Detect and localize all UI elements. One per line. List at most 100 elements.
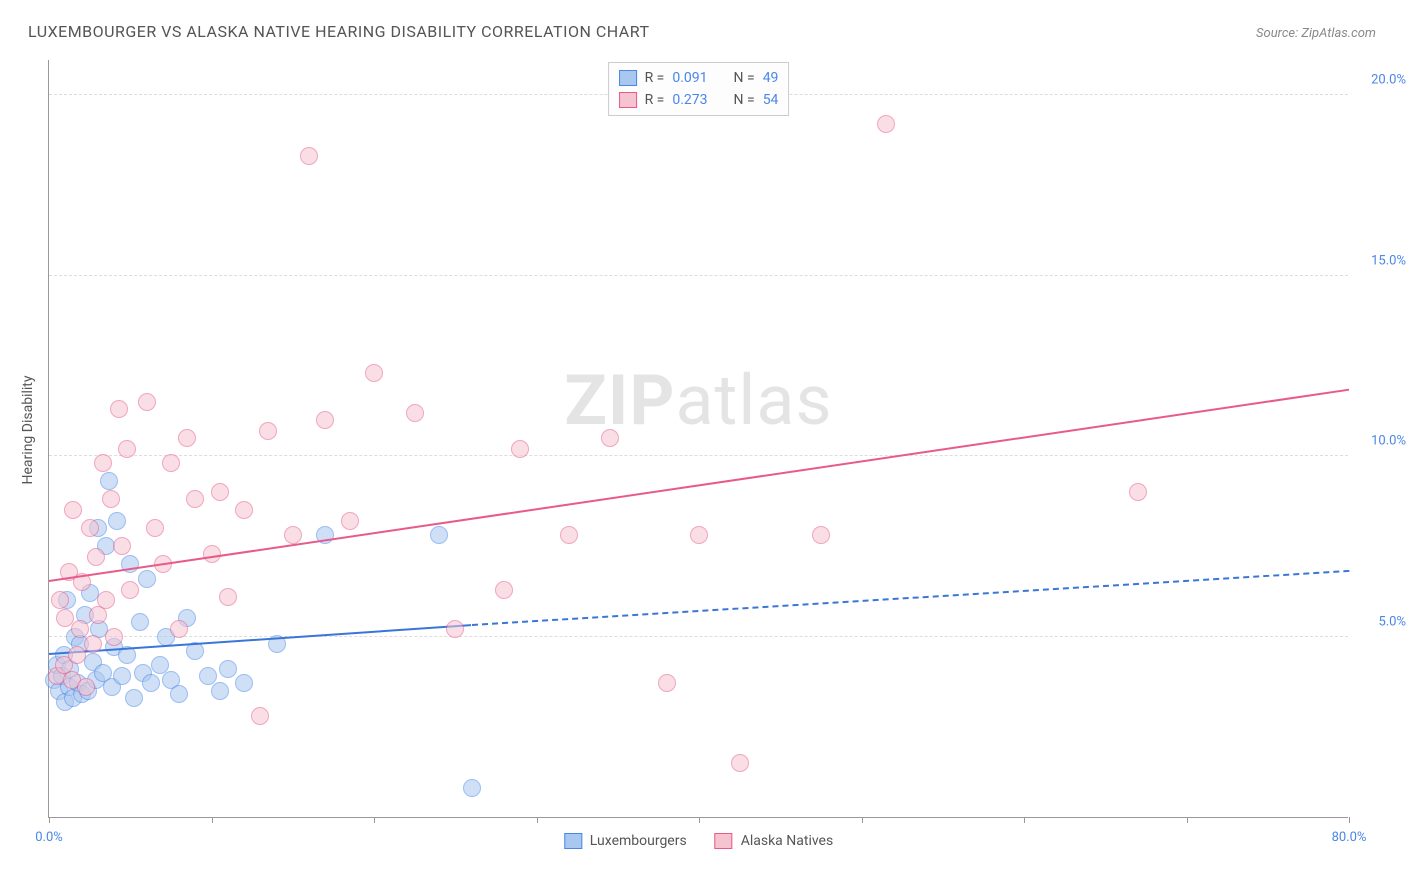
legend-label: Luxembourgers [590, 833, 687, 849]
legend-row-alaska: R = 0.273 N = 54 [619, 89, 779, 111]
gridline [49, 636, 1348, 637]
scatter-point [690, 526, 708, 544]
scatter-point [812, 526, 830, 544]
plot-area: ZIPatlas R = 0.091 N = 49 R = 0.273 N = … [48, 60, 1348, 818]
scatter-point [463, 779, 481, 797]
scatter-point [203, 545, 221, 563]
watermark-rest: atlas [675, 360, 832, 442]
scatter-point [138, 570, 156, 588]
x-tick [1187, 817, 1188, 823]
scatter-point [731, 754, 749, 772]
scatter-point [142, 674, 160, 692]
scatter-point [108, 512, 126, 530]
x-tick [537, 817, 538, 823]
scatter-point [406, 404, 424, 422]
scatter-point [658, 674, 676, 692]
y-axis-label: Hearing Disability [20, 376, 36, 485]
n-label: N = [734, 70, 755, 86]
swatch-luxembourgers [564, 833, 582, 849]
scatter-point [64, 501, 82, 519]
scatter-point [211, 682, 229, 700]
scatter-point [81, 519, 99, 537]
scatter-point [316, 411, 334, 429]
r-label: R = [645, 92, 665, 108]
scatter-point [601, 429, 619, 447]
x-tick-label: 0.0% [35, 830, 63, 845]
scatter-point [121, 581, 139, 599]
scatter-point [211, 483, 229, 501]
scatter-point [87, 548, 105, 566]
scatter-point [131, 613, 149, 631]
x-tick [1349, 817, 1350, 823]
watermark-bold: ZIP [564, 360, 675, 442]
scatter-point [105, 628, 123, 646]
scatter-point [511, 440, 529, 458]
r-value: 0.091 [672, 70, 707, 86]
scatter-point [186, 490, 204, 508]
x-tick [212, 817, 213, 823]
scatter-point [365, 364, 383, 382]
scatter-point [113, 667, 131, 685]
x-tick [374, 817, 375, 823]
scatter-point [235, 674, 253, 692]
scatter-point [560, 526, 578, 544]
scatter-point [877, 115, 895, 133]
legend-label: Alaska Natives [741, 833, 834, 849]
scatter-point [430, 526, 448, 544]
scatter-point [97, 591, 115, 609]
x-tick [49, 817, 50, 823]
scatter-point [495, 581, 513, 599]
n-value: 49 [763, 70, 779, 86]
y-tick-label: 5.0% [1356, 614, 1406, 629]
swatch-alaska [619, 92, 637, 108]
y-tick-label: 20.0% [1356, 73, 1406, 88]
scatter-point [170, 685, 188, 703]
r-label: R = [645, 70, 665, 86]
scatter-point [94, 454, 112, 472]
scatter-point [1129, 483, 1147, 501]
scatter-point [138, 393, 156, 411]
gridline [49, 455, 1348, 456]
x-tick [699, 817, 700, 823]
scatter-point [102, 490, 120, 508]
scatter-point [110, 400, 128, 418]
n-label: N = [734, 92, 755, 108]
scatter-point [259, 422, 277, 440]
scatter-point [251, 707, 269, 725]
scatter-point [113, 537, 131, 555]
x-tick-label: 80.0% [1332, 830, 1367, 845]
x-tick [862, 817, 863, 823]
scatter-point [77, 678, 95, 696]
scatter-point [219, 588, 237, 606]
series-legend: Luxembourgers Alaska Natives [564, 833, 833, 849]
scatter-point [71, 620, 89, 638]
scatter-point [178, 429, 196, 447]
scatter-point [146, 519, 164, 537]
scatter-point [300, 147, 318, 165]
trendline [471, 570, 1349, 626]
legend-row-luxembourgers: R = 0.091 N = 49 [619, 67, 779, 89]
scatter-point [170, 620, 188, 638]
scatter-point [219, 660, 237, 678]
scatter-point [51, 591, 69, 609]
swatch-luxembourgers [619, 70, 637, 86]
legend-item-luxembourgers: Luxembourgers [564, 833, 687, 849]
scatter-point [68, 646, 86, 664]
scatter-point [341, 512, 359, 530]
legend-item-alaska: Alaska Natives [715, 833, 834, 849]
scatter-point [446, 620, 464, 638]
scatter-point [235, 501, 253, 519]
swatch-alaska [715, 833, 733, 849]
scatter-point [162, 454, 180, 472]
scatter-point [284, 526, 302, 544]
r-value: 0.273 [672, 92, 707, 108]
chart-title: LUXEMBOURGER VS ALASKA NATIVE HEARING DI… [28, 22, 650, 41]
source-attribution: Source: ZipAtlas.com [1256, 26, 1376, 41]
scatter-point [118, 440, 136, 458]
y-tick-label: 15.0% [1356, 253, 1406, 268]
correlation-legend: R = 0.091 N = 49 R = 0.273 N = 54 [608, 62, 790, 116]
y-tick-label: 10.0% [1356, 434, 1406, 449]
n-value: 54 [763, 92, 779, 108]
scatter-point [125, 689, 143, 707]
scatter-point [84, 635, 102, 653]
